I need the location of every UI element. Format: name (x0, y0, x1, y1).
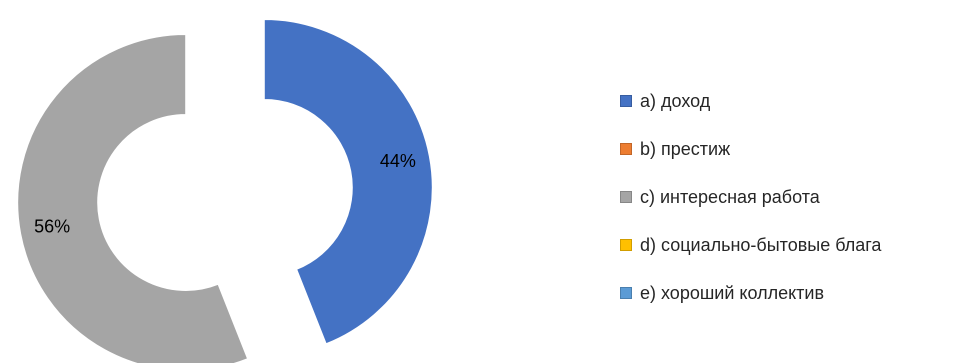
doughnut-slices (17, 19, 433, 363)
legend-item-interesting-work: c) интересная работа (620, 185, 881, 209)
legend-item-prestige: b) престиж (620, 137, 881, 161)
legend-label-income: a) доход (640, 90, 711, 111)
data-labels: 44% 56% (34, 151, 416, 237)
legend-item-good-team: e) хороший коллектив (620, 281, 881, 305)
slice-2 (17, 33, 249, 363)
legend-swatch-prestige (620, 143, 632, 155)
legend-label-prestige: b) престиж (640, 138, 731, 159)
legend-label-social-benefits: d) социально-бытовые блага (640, 234, 882, 255)
data-label-0: 44% (380, 151, 416, 171)
legend-swatch-income (620, 95, 632, 107)
data-label-2: 56% (34, 217, 70, 237)
legend-item-income: a) доход (620, 89, 881, 113)
legend: a) доход b) престиж c) интересная работа… (620, 89, 881, 329)
legend-swatch-social-benefits (620, 239, 632, 251)
legend-swatch-good-team (620, 287, 632, 299)
legend-item-social-benefits: d) социально-бытовые блага (620, 233, 881, 257)
legend-label-interesting-work: c) интересная работа (640, 186, 820, 207)
legend-swatch-interesting-work (620, 191, 632, 203)
slice-0 (263, 19, 433, 345)
legend-label-good-team: e) хороший коллектив (640, 282, 825, 303)
